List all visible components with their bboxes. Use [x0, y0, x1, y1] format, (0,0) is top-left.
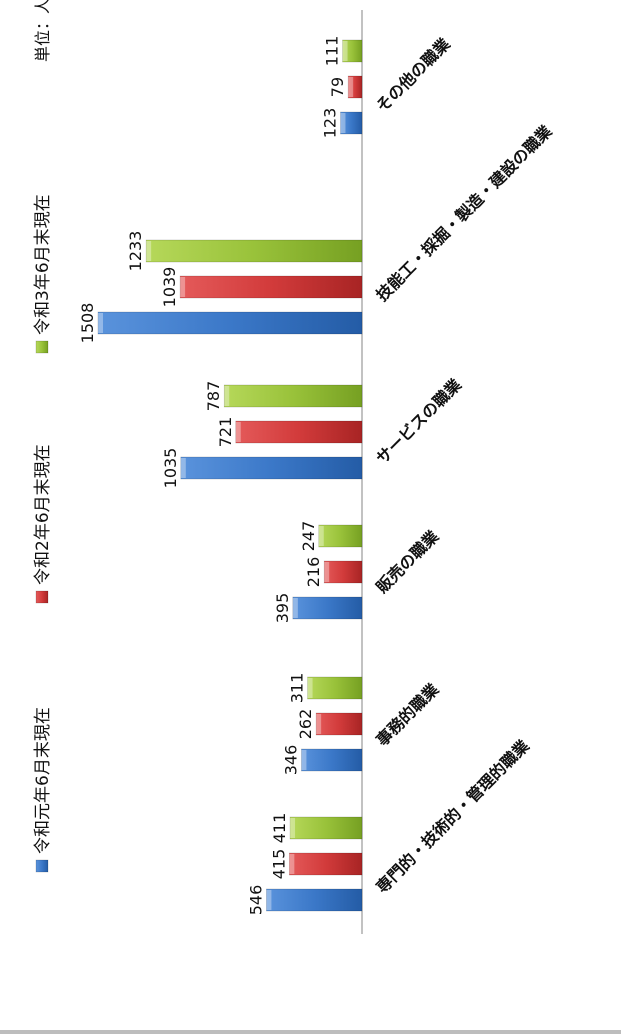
- legend-label-1: 令和元年6月末現在: [33, 707, 53, 854]
- legend-swatch-2: [35, 590, 49, 604]
- category-label-1: 専門的・技術的・管理的職業: [372, 736, 533, 897]
- bar-cap-1-4: [180, 458, 186, 478]
- bar-1-5: [97, 311, 363, 335]
- value-label-3-2: 311: [288, 673, 307, 704]
- bar-3-1: [289, 816, 363, 840]
- value-label-3-3: 247: [299, 521, 318, 552]
- bar-1-3: [292, 596, 363, 620]
- value-label-1-1: 546: [246, 885, 265, 916]
- bar-cap-3-6: [342, 41, 348, 61]
- value-label-2-2: 262: [296, 709, 315, 740]
- bar-2-3: [323, 560, 363, 584]
- bar-cap-1-3: [292, 598, 298, 618]
- bar-cap-2-5: [180, 277, 186, 297]
- bottom-border: [0, 1030, 621, 1034]
- legend-label-2: 令和2年6月末現在: [33, 444, 53, 585]
- bar-cap-2-3: [324, 562, 330, 582]
- value-label-2-1: 415: [269, 849, 288, 880]
- value-label-1-2: 346: [281, 745, 300, 776]
- bar-cap-1-5: [98, 313, 103, 333]
- bar-2-5: [179, 275, 363, 299]
- bar-cap-3-5: [146, 241, 152, 261]
- value-label-3-4: 787: [204, 381, 223, 412]
- bar-2-1: [289, 852, 363, 876]
- value-label-1-6: 123: [320, 108, 339, 139]
- category-label-4: サービスの職業: [372, 374, 465, 467]
- bar-cap-2-2: [316, 714, 322, 734]
- bar-2-6: [347, 75, 363, 99]
- legend-swatch-1: [35, 859, 49, 873]
- category-label-2: 事務的職業: [372, 679, 443, 750]
- bar-1-4: [180, 456, 363, 480]
- category-label-5: 技能工・採掘・製造・建設の職業: [372, 121, 556, 305]
- bar-3-5: [145, 239, 363, 263]
- bar-cap-3-4: [224, 386, 230, 406]
- category-label-3: 販売の職業: [372, 526, 443, 597]
- category-label-6: その他の職業: [372, 34, 454, 116]
- value-label-2-5: 1039: [160, 267, 179, 308]
- value-label-2-6: 79: [328, 77, 347, 97]
- value-label-1-3: 395: [273, 593, 292, 624]
- unit-label: 単位：人: [33, 0, 52, 62]
- value-label-1-5: 1508: [78, 303, 97, 344]
- bar-1-6: [340, 111, 363, 135]
- bar-cap-1-6: [340, 113, 346, 133]
- value-label-2-4: 721: [216, 417, 235, 448]
- bar-2-4: [235, 420, 363, 444]
- bar-cap-2-4: [235, 422, 241, 442]
- legend-label-3: 令和3年6月末現在: [33, 194, 53, 335]
- value-label-3-5: 1233: [126, 231, 145, 272]
- bar-cap-2-1: [289, 854, 295, 874]
- bar-cap-1-1: [266, 890, 272, 910]
- bar-1-2: [301, 748, 363, 772]
- legend-swatch-3: [35, 340, 49, 354]
- bar-3-4: [223, 384, 363, 408]
- bar-cap-2-6: [348, 77, 354, 97]
- bar-cap-1-2: [301, 750, 307, 770]
- bar-3-6: [342, 39, 363, 63]
- bar-cap-3-1: [290, 818, 296, 838]
- bar-cap-3-2: [307, 678, 313, 698]
- value-label-3-6: 111: [323, 36, 342, 67]
- value-label-3-1: 411: [270, 813, 289, 844]
- bar-cap-3-3: [318, 526, 324, 546]
- value-label-1-4: 1035: [161, 448, 180, 489]
- bar-3-2: [307, 676, 363, 700]
- bar-1-1: [266, 888, 363, 912]
- bar-3-3: [318, 524, 363, 548]
- bar-2-2: [315, 712, 363, 736]
- value-label-2-3: 216: [304, 557, 323, 588]
